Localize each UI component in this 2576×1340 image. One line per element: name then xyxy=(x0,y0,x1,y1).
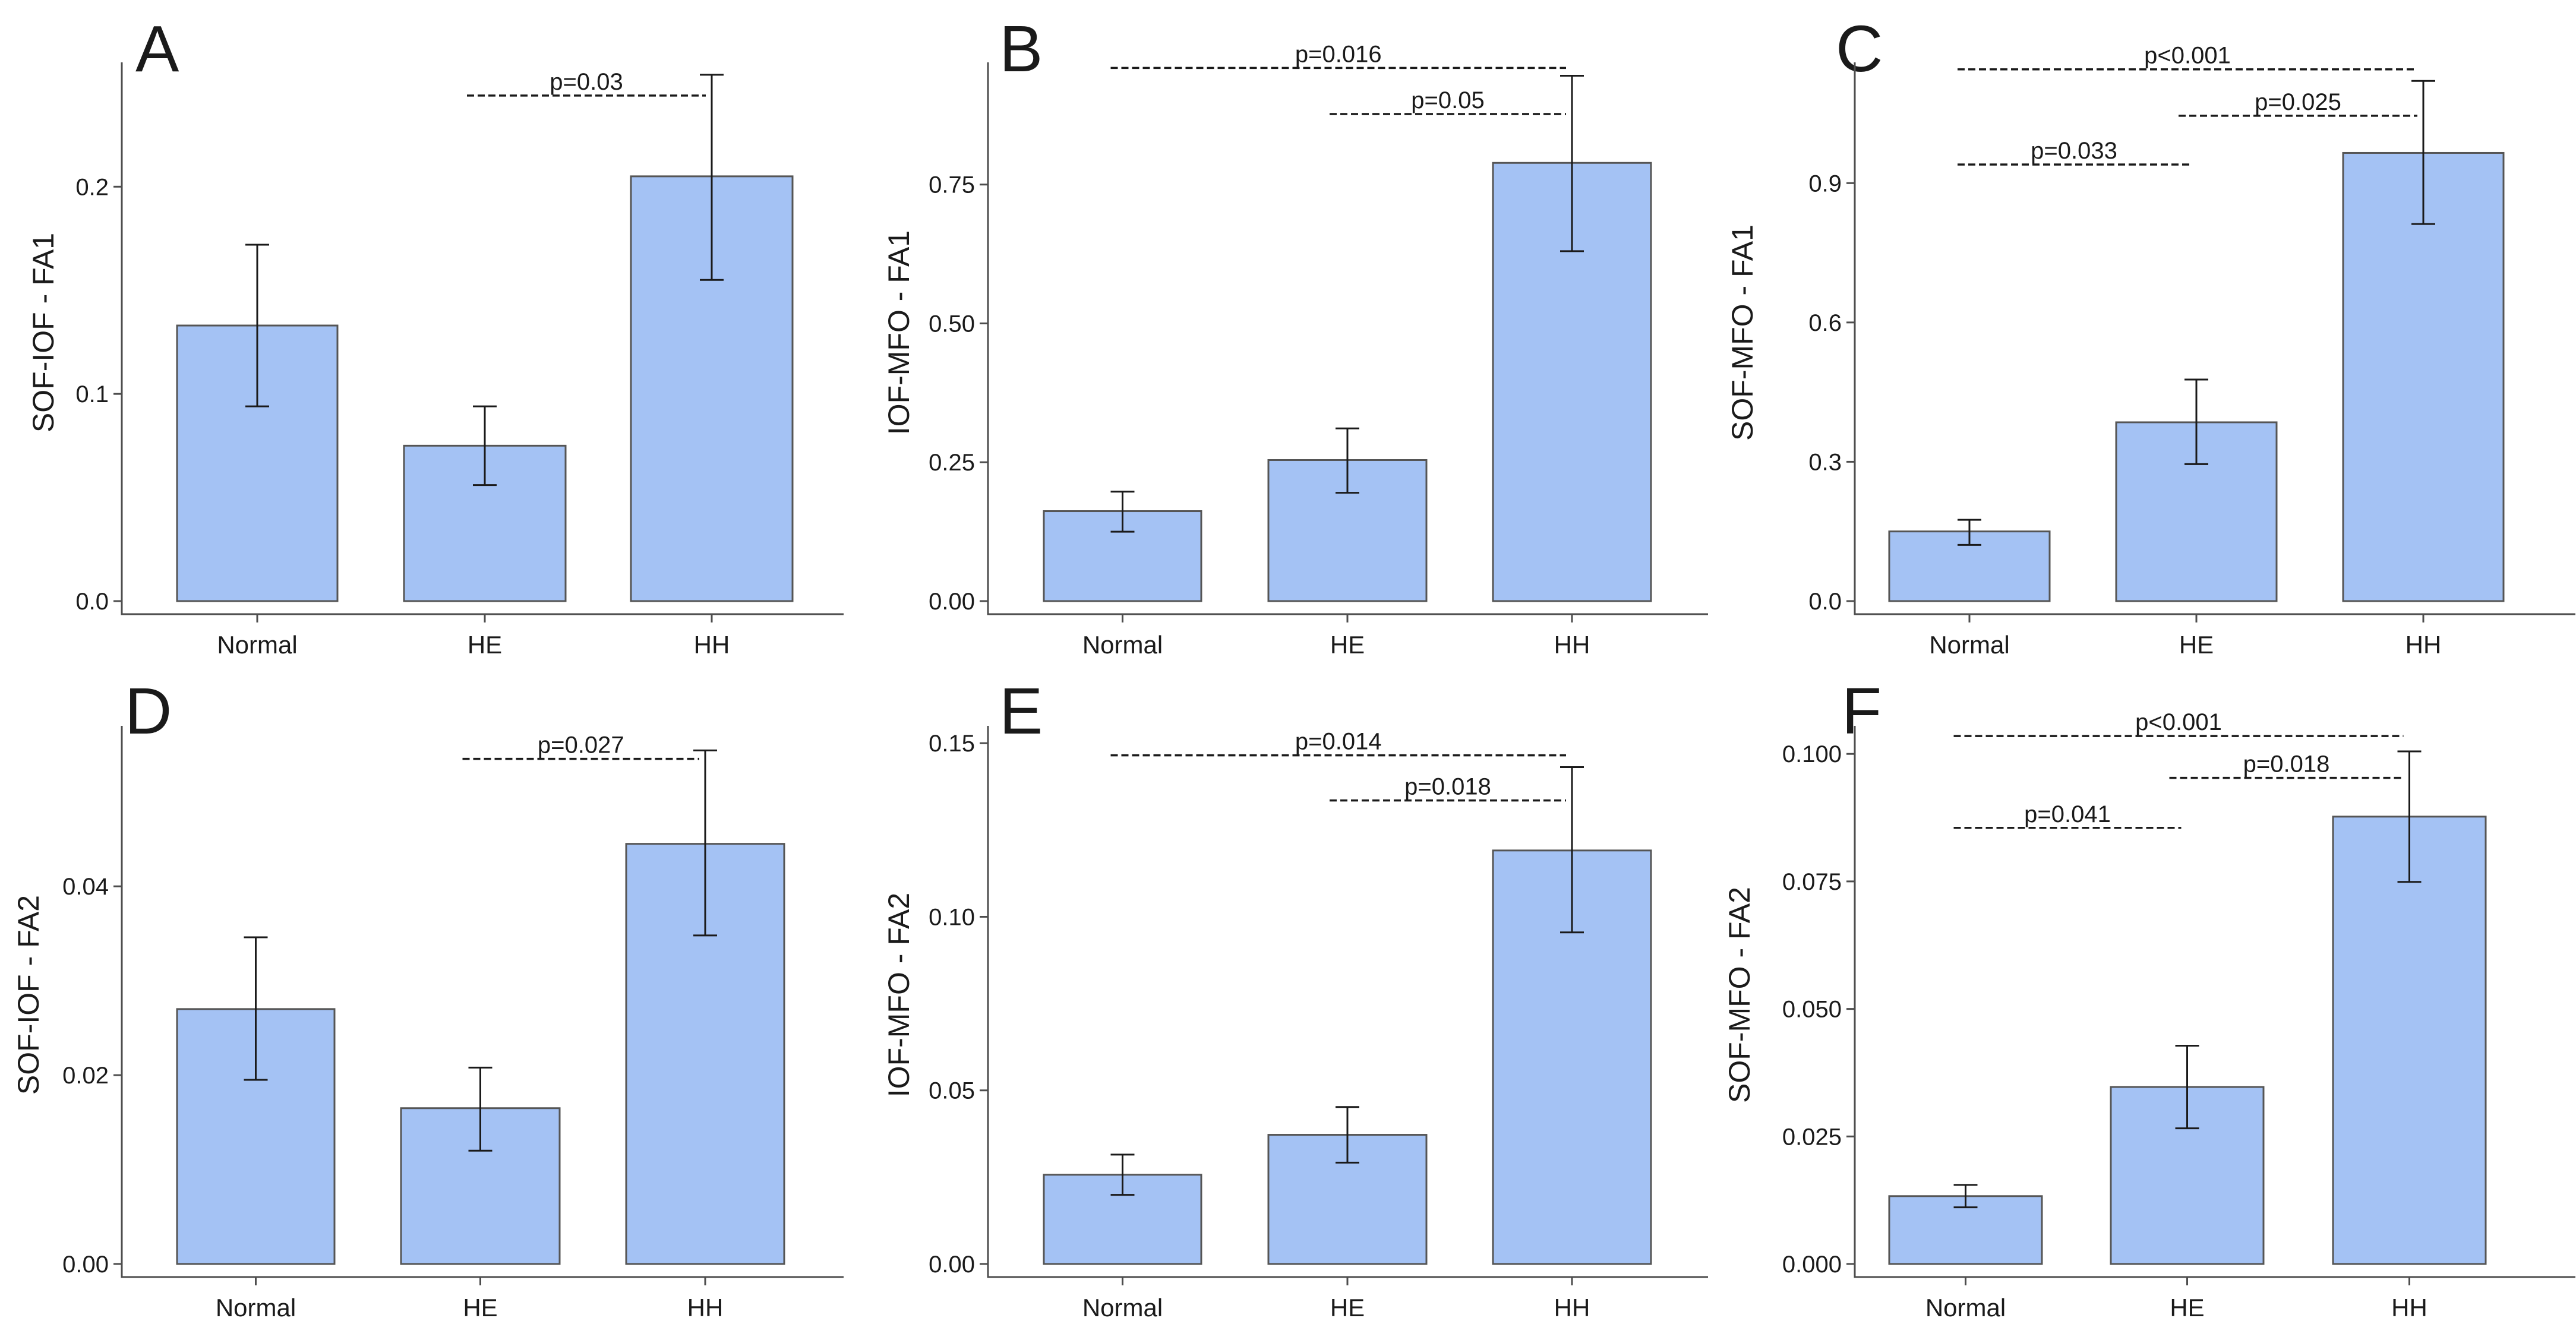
y-tick-label: 0.10 xyxy=(929,904,975,930)
panel-d: D 0.00 0.02 0.04 SOF-IOF - FA2 Normal HE HH p=0.… xyxy=(12,675,844,1322)
error-bar xyxy=(1110,491,1135,533)
y-tick-label: 0.00 xyxy=(929,589,975,615)
y-tick-label: 0.75 xyxy=(929,172,975,198)
y-tick-label: 0.2 xyxy=(75,174,109,200)
y-tick-label: 0.9 xyxy=(1808,170,1842,197)
y-axis-title: SOF-MFO - FA2 xyxy=(1723,887,1756,1103)
panel-letter: D xyxy=(125,675,172,748)
axis-lines xyxy=(121,62,844,615)
p-value-label: p<0.001 xyxy=(2135,709,2222,735)
y-tick-label: 0.025 xyxy=(1782,1124,1842,1150)
panel-letter: B xyxy=(999,12,1043,86)
error-bar xyxy=(2184,378,2208,465)
error-bar xyxy=(2397,750,2422,883)
panel-letter: F xyxy=(1842,675,1882,748)
x-tick-label: Normal xyxy=(216,1294,296,1322)
panel-letter: E xyxy=(999,675,1043,748)
y-axis-title: SOF-IOF - FA1 xyxy=(27,233,60,432)
y-tick-label: 0.0 xyxy=(1808,589,1842,615)
panel-c: C 0.0 0.3 0.6 0.9 SOF-MFO - FA1 Normal HE HH p<0.… xyxy=(1726,12,2575,659)
error-bar xyxy=(1110,1153,1135,1196)
bar-normal xyxy=(1043,510,1202,602)
y-axis-title: SOF-IOF - FA2 xyxy=(12,895,45,1095)
y-axis-title: IOF-MFO - FA2 xyxy=(882,893,916,1097)
y-tick-label: 0.04 xyxy=(62,874,109,900)
error-bar xyxy=(1953,1184,1978,1209)
x-tick-label: HH xyxy=(694,631,730,659)
x-tick-label: Normal xyxy=(217,631,297,659)
y-axis-title: IOF-MFO - FA1 xyxy=(882,230,916,435)
error-bar xyxy=(1560,766,1584,934)
y-axis-title: SOF-MFO - FA1 xyxy=(1726,225,1759,441)
axis-lines xyxy=(121,726,844,1278)
x-tick-label: HH xyxy=(2405,631,2442,659)
x-tick-label: Normal xyxy=(1082,631,1163,659)
bar-hh xyxy=(2342,151,2505,602)
panel-a: A 0.0 0.1 0.2 SOF-IOF - FA1 Normal HE HH p=0.03 xyxy=(27,12,844,659)
x-tick-label: HE xyxy=(2170,1294,2204,1322)
y-tick-label: 0.02 xyxy=(62,1063,109,1089)
error-bar xyxy=(1336,1106,1359,1164)
p-value-label: p=0.016 xyxy=(1295,41,1382,67)
axis-lines xyxy=(1854,726,2575,1278)
x-tick-label: Normal xyxy=(1929,631,2009,659)
x-tick-label: Normal xyxy=(1082,1294,1163,1322)
y-tick-label: 0.00 xyxy=(929,1251,975,1278)
axis-lines xyxy=(987,726,1708,1278)
bar-hh xyxy=(2332,816,2487,1265)
y-tick-label: 0.100 xyxy=(1782,741,1842,767)
error-bar xyxy=(473,405,497,486)
panel-e: E 0.00 0.05 0.10 0.15 IOF-MFO - FA2 Normal HE HH… xyxy=(882,675,1708,1322)
y-tick-label: 0.075 xyxy=(1782,869,1842,895)
axis-lines xyxy=(1854,62,2575,615)
y-tick-label: 0.50 xyxy=(929,311,975,337)
panel-f: F 0.000 0.025 0.050 0.075 0.100 SOF-MFO - FA2 N… xyxy=(1723,675,2575,1322)
y-tick-label: 0.00 xyxy=(62,1251,109,1278)
axis-lines xyxy=(987,62,1708,615)
p-value-label: p=0.033 xyxy=(2031,138,2117,164)
p-value-label: p=0.018 xyxy=(2243,751,2330,778)
y-tick-label: 0.25 xyxy=(929,450,975,476)
error-bar xyxy=(468,1066,493,1152)
y-tick-label: 0.000 xyxy=(1782,1251,1842,1278)
x-tick-label: HE xyxy=(463,1294,497,1322)
y-tick-label: 0.05 xyxy=(929,1078,975,1104)
y-tick-label: 0.050 xyxy=(1782,997,1842,1023)
error-bar xyxy=(1958,519,1981,546)
error-bar xyxy=(1560,74,1584,252)
error-bar xyxy=(245,244,269,407)
y-tick-label: 0.3 xyxy=(1808,449,1842,475)
x-tick-label: HE xyxy=(468,631,502,659)
y-tick-label: 0.0 xyxy=(75,589,109,615)
error-bar xyxy=(693,749,717,937)
p-value-label: p=0.014 xyxy=(1295,729,1382,755)
p-value-label: p=0.05 xyxy=(1411,87,1484,113)
panel-b: B 0.00 0.25 0.50 0.75 IOF-MFO - FA1 Normal HE HH… xyxy=(882,12,1708,659)
x-tick-label: HE xyxy=(1330,1294,1365,1322)
panel-letter: A xyxy=(135,12,179,86)
error-bar xyxy=(244,936,268,1081)
x-tick-label: Normal xyxy=(1925,1294,2006,1322)
p-value-label: p<0.001 xyxy=(2144,43,2231,69)
error-bar xyxy=(1336,427,1359,494)
x-tick-label: HH xyxy=(687,1294,724,1322)
error-bar xyxy=(2411,80,2435,225)
x-tick-label: HH xyxy=(1554,1294,1590,1322)
p-value-label: p=0.03 xyxy=(550,69,623,95)
p-value-label: p=0.018 xyxy=(1404,774,1491,800)
error-bar xyxy=(700,74,724,281)
p-value-label: p=0.025 xyxy=(2255,89,2341,115)
error-bar xyxy=(2175,1044,2199,1130)
panel-letter: C xyxy=(1836,12,1883,86)
x-tick-label: HH xyxy=(1554,631,1590,659)
y-tick-label: 0.15 xyxy=(929,731,975,757)
x-tick-label: HH xyxy=(2391,1294,2427,1322)
p-value-label: p=0.041 xyxy=(2024,801,2111,827)
p-value-label: p=0.027 xyxy=(538,732,624,759)
x-tick-label: HE xyxy=(2179,631,2214,659)
y-tick-label: 0.6 xyxy=(1808,310,1842,336)
x-tick-label: HE xyxy=(1330,631,1365,659)
y-tick-label: 0.1 xyxy=(75,381,109,407)
